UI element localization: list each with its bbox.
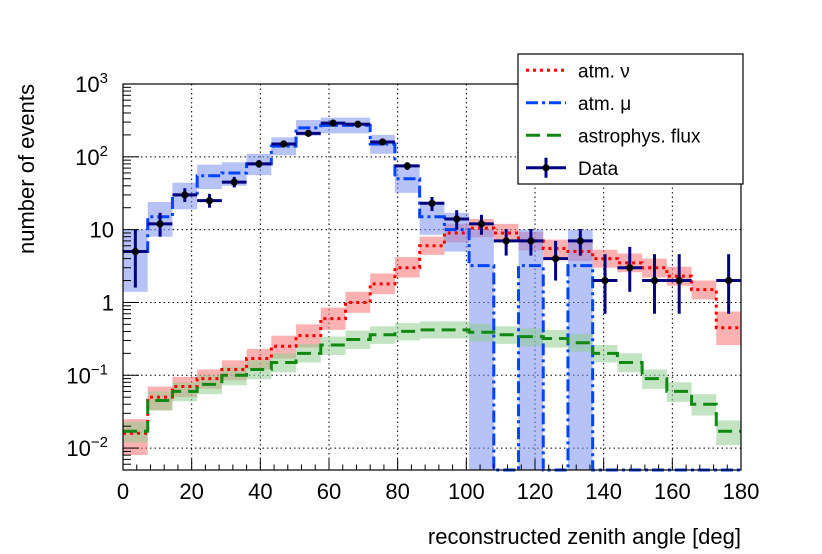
data-point xyxy=(626,264,634,272)
x-tick-label: 140 xyxy=(585,479,622,504)
data-point xyxy=(576,237,584,245)
legend-label: atm. ν xyxy=(578,61,630,82)
histogram-lines xyxy=(123,123,741,472)
band-bin xyxy=(543,329,568,348)
band-bin xyxy=(518,229,544,470)
y-tick-labels: 10−2 10−1 1 10 102 103 xyxy=(66,70,114,461)
y-tick-label: 103 xyxy=(75,70,108,97)
plot-frame xyxy=(122,83,742,471)
band-bin xyxy=(592,345,618,363)
data-point xyxy=(428,199,436,207)
x-axis-title: reconstructed zenith angle [deg] xyxy=(428,524,741,549)
y-tick-label: 102 xyxy=(75,143,108,170)
x-tick-label: 20 xyxy=(179,479,203,504)
data-point xyxy=(527,237,535,245)
data-point xyxy=(131,247,139,256)
data-point xyxy=(255,160,263,168)
x-tick-label: 100 xyxy=(448,479,485,504)
data-points xyxy=(123,119,741,314)
band-bin xyxy=(419,236,445,255)
series-line xyxy=(123,328,741,433)
data-point xyxy=(502,237,510,245)
legend-label: Data xyxy=(578,159,619,180)
x-tick-label: 120 xyxy=(517,479,554,504)
legend: atm. ν atm. μ astrophys. flux Data xyxy=(517,53,744,185)
data-point xyxy=(403,162,411,170)
band-bin xyxy=(271,353,297,373)
y-tick-label: 10 xyxy=(90,218,114,243)
x-tick-label: 80 xyxy=(385,479,409,504)
data-point xyxy=(552,255,560,263)
band-bin xyxy=(444,321,470,339)
data-point xyxy=(453,215,461,223)
x-tick-label: 60 xyxy=(317,479,341,504)
band-bin xyxy=(370,326,395,344)
series-line xyxy=(123,123,741,472)
x-tick-label: 160 xyxy=(654,479,691,504)
x-tick-label: 180 xyxy=(723,479,760,504)
x-tick-label: 0 xyxy=(117,479,129,504)
band-bin xyxy=(221,366,247,386)
y-axis-title: number of events xyxy=(14,84,39,254)
legend-box xyxy=(517,53,744,185)
data-point xyxy=(205,197,214,205)
data-point xyxy=(230,178,238,186)
data-point xyxy=(477,220,486,228)
data-point xyxy=(601,276,609,285)
uncertainty-bands xyxy=(123,117,741,470)
data-point xyxy=(304,129,312,137)
data-point xyxy=(280,140,288,148)
y-tick-label: 10−1 xyxy=(66,361,108,388)
legend-swatch xyxy=(542,164,550,172)
data-point xyxy=(650,276,659,285)
data-point xyxy=(156,220,164,228)
data-point xyxy=(329,119,337,127)
data-point xyxy=(354,120,362,128)
band-bin xyxy=(469,229,494,470)
x-tick-label: 40 xyxy=(248,479,272,504)
y-tick-label: 1 xyxy=(102,290,114,315)
data-point xyxy=(181,191,189,199)
data-point xyxy=(378,138,387,146)
legend-label: astrophys. flux xyxy=(578,126,701,147)
data-point xyxy=(675,276,683,285)
x-tick-labels: 0 20 40 60 80 100 120 140 160 180 xyxy=(117,479,759,504)
data-point xyxy=(725,276,733,285)
y-tick-label: 10−2 xyxy=(66,434,108,461)
axis-ticks xyxy=(122,83,742,471)
legend-label: atm. μ xyxy=(578,94,631,115)
